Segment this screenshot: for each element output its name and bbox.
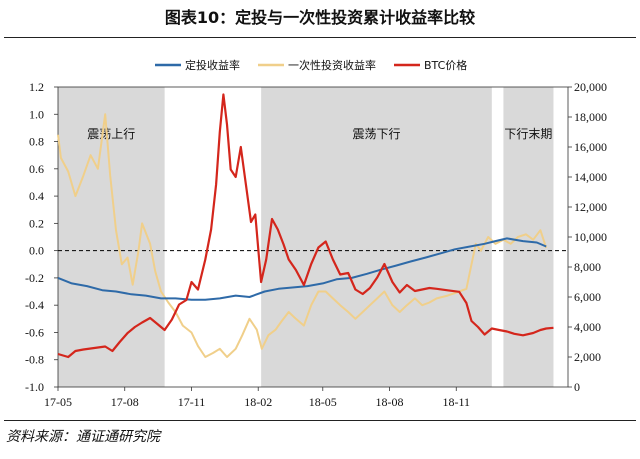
right-tick-label-10: 18,000 <box>574 110 607 124</box>
right-tick-label-5: 8,000 <box>574 260 601 274</box>
right-axis: 0 2,000 4,000 6,000 8,000 10,000 12,000 14,000 1… <box>568 80 607 394</box>
left-tick-label-3: -0.6 <box>25 325 44 339</box>
left-tick-label-2: -0.8 <box>25 353 44 367</box>
left-tick-label-10: 0.8 <box>29 135 44 149</box>
band-label-2: 震荡下行 <box>352 127 400 141</box>
band-label-1: 震荡上行 <box>87 127 135 141</box>
figure-title: 图表10：定投与一次性投资累计收益率比较 <box>164 8 476 27</box>
left-tick-label-7: 0.2 <box>29 216 44 230</box>
left-tick-label-6: 0.0 <box>29 244 44 258</box>
source-note: 资料来源：通证通研究院 <box>6 429 160 445</box>
right-tick-label-1: 0 <box>574 380 580 394</box>
chart: 震荡上行 震荡下行 下行末期 -1.0 -0.8 -0.6 -0.4 -0.2 0.0 0.2 0… <box>25 58 607 409</box>
right-tick-label-9: 16,000 <box>574 140 607 154</box>
series-layer <box>57 93 554 359</box>
right-tick-label-3: 4,000 <box>574 320 601 334</box>
band-2 <box>261 87 492 387</box>
bottom-rule <box>4 420 636 421</box>
left-tick-label-9: 0.6 <box>29 162 44 176</box>
title-rule <box>4 37 636 38</box>
right-tick-label-11: 20,000 <box>574 80 607 94</box>
band-layer: 震荡上行 震荡下行 下行末期 <box>58 87 554 387</box>
right-tick-label-7: 12,000 <box>574 200 607 214</box>
legend-label-3: BTC价格 <box>424 58 467 72</box>
left-tick-label-8: 0.4 <box>29 189 44 203</box>
left-tick-label-5: -0.2 <box>25 271 44 285</box>
x-tick-label-7: 18-11 <box>442 395 470 409</box>
legend-label-2: 一次性投资收益率 <box>288 58 376 72</box>
right-tick-label-4: 6,000 <box>574 290 601 304</box>
x-tick-label-1: 17-05 <box>44 395 72 409</box>
x-tick-label-5: 18-05 <box>309 395 337 409</box>
series-line-3 <box>57 93 554 359</box>
x-tick-label-4: 18-02 <box>244 395 272 409</box>
right-tick-label-6: 10,000 <box>574 230 607 244</box>
right-tick-label-8: 14,000 <box>574 170 607 184</box>
left-axis: -1.0 -0.8 -0.6 -0.4 -0.2 0.0 0.2 0.4 0.6 0.8 1.0 1.… <box>25 80 58 394</box>
series-line-2 <box>57 113 548 358</box>
x-tick-label-6: 18-08 <box>376 395 404 409</box>
left-tick-label-1: -1.0 <box>25 380 44 394</box>
legend: 定投收益率 一次性投资收益率 BTC价格 <box>155 58 467 72</box>
left-tick-label-12: 1.2 <box>29 80 44 94</box>
x-tick-label-2: 17-08 <box>111 395 139 409</box>
right-tick-label-2: 2,000 <box>574 350 601 364</box>
series-line-1 <box>57 237 547 301</box>
x-axis: 17-05 17-08 17-11 18-02 18-05 18-08 18-11 <box>44 387 470 409</box>
band-label-3: 下行末期 <box>504 127 552 141</box>
left-tick-label-4: -0.4 <box>25 298 44 312</box>
x-tick-label-3: 17-11 <box>178 395 206 409</box>
legend-label-1: 定投收益率 <box>185 58 240 72</box>
left-tick-label-11: 1.0 <box>29 107 44 121</box>
